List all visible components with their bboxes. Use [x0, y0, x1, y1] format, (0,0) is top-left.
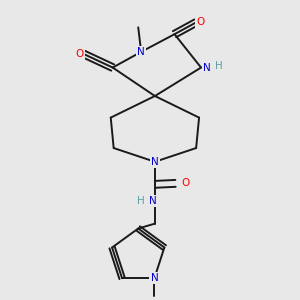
- Text: O: O: [181, 178, 190, 188]
- Text: H: H: [137, 196, 145, 206]
- Text: N: N: [151, 157, 159, 167]
- Text: N: N: [151, 273, 158, 283]
- Text: H: H: [215, 61, 223, 70]
- Text: N: N: [149, 196, 157, 206]
- Text: N: N: [137, 47, 145, 57]
- Text: N: N: [203, 63, 211, 73]
- Text: O: O: [75, 49, 83, 59]
- Text: O: O: [196, 17, 204, 27]
